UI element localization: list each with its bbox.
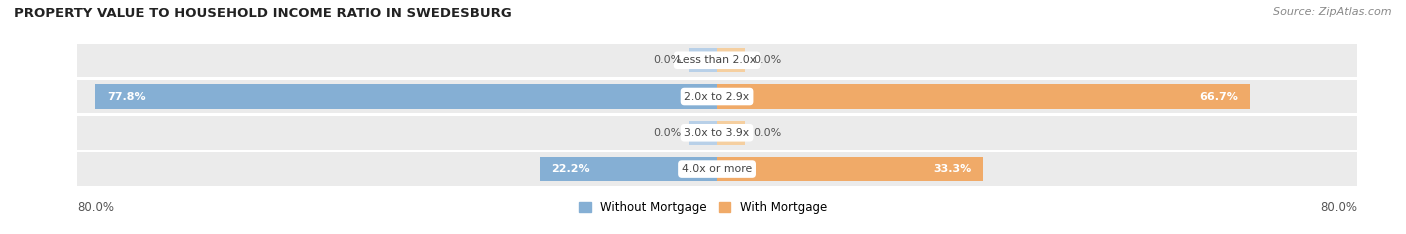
Text: 0.0%: 0.0% [754, 55, 782, 65]
Bar [689, 121, 717, 145]
Bar [717, 48, 745, 72]
Text: 22.2%: 22.2% [551, 164, 591, 174]
Text: 3.0x to 3.9x: 3.0x to 3.9x [685, 128, 749, 138]
Text: 33.3%: 33.3% [934, 164, 972, 174]
Bar [540, 157, 717, 181]
Bar [96, 84, 717, 109]
Text: 80.0%: 80.0% [77, 201, 114, 214]
Bar [717, 84, 1250, 109]
Text: 0.0%: 0.0% [652, 55, 681, 65]
Text: 66.7%: 66.7% [1199, 91, 1239, 102]
Text: 0.0%: 0.0% [754, 128, 782, 138]
Text: PROPERTY VALUE TO HOUSEHOLD INCOME RATIO IN SWEDESBURG: PROPERTY VALUE TO HOUSEHOLD INCOME RATIO… [14, 7, 512, 20]
Legend: Without Mortgage, With Mortgage: Without Mortgage, With Mortgage [574, 196, 832, 219]
Text: Less than 2.0x: Less than 2.0x [678, 55, 756, 65]
Text: 77.8%: 77.8% [107, 91, 146, 102]
Text: 80.0%: 80.0% [1320, 201, 1357, 214]
Bar [689, 48, 717, 72]
Text: 0.0%: 0.0% [652, 128, 681, 138]
Bar [717, 121, 745, 145]
Text: 4.0x or more: 4.0x or more [682, 164, 752, 174]
Bar [717, 157, 983, 181]
Text: 2.0x to 2.9x: 2.0x to 2.9x [685, 91, 749, 102]
Text: Source: ZipAtlas.com: Source: ZipAtlas.com [1274, 7, 1392, 17]
